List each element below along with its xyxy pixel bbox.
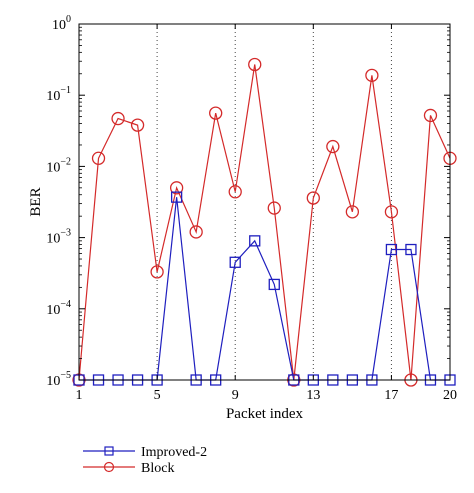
x-tick-label: 9 xyxy=(232,388,239,403)
data-point-square xyxy=(385,243,398,256)
data-point-square xyxy=(229,256,241,268)
series-line xyxy=(78,64,451,381)
legend-marker-circle xyxy=(103,461,115,473)
y-tick-label: 10−1 xyxy=(46,85,71,104)
data-point-circle xyxy=(189,225,203,239)
data-point-square xyxy=(170,191,183,203)
x-axis-label: Packet index xyxy=(226,406,304,422)
legend-label: Block xyxy=(141,461,174,476)
series-line xyxy=(79,197,450,381)
data-point-circle xyxy=(169,181,184,195)
legend-entry: Improved-2 xyxy=(83,445,207,460)
data-point-circle xyxy=(91,151,106,165)
data-point-circle xyxy=(326,139,340,154)
y-tick-label: 10−2 xyxy=(46,156,71,175)
axis-ticks: 1 5 9 13 17 20 10−5 10−4 10−3 10−2 10−1 100 xyxy=(46,14,457,403)
y-tick-label: 100 xyxy=(52,14,71,33)
y-tick-label: 10−4 xyxy=(46,299,71,318)
data-point-square xyxy=(268,278,280,291)
x-tick-label: 5 xyxy=(154,388,161,403)
x-tick-label: 1 xyxy=(76,388,83,403)
data-point-circle xyxy=(209,106,223,120)
x-tick-label: 20 xyxy=(443,388,457,403)
data-point-circle xyxy=(248,57,262,72)
legend-label: Improved-2 xyxy=(141,445,207,460)
vertical-dotted-lines xyxy=(156,24,392,380)
x-tick-label: 13 xyxy=(306,388,320,403)
legend-marker-square xyxy=(104,446,114,456)
series-block xyxy=(72,57,457,387)
data-point-circle xyxy=(306,191,320,205)
plot-frame xyxy=(78,23,451,381)
data-point-circle xyxy=(384,205,399,219)
series-improved-2 xyxy=(73,191,456,386)
data-point-circle xyxy=(228,185,242,199)
data-point-circle xyxy=(111,111,125,126)
series-layer xyxy=(72,57,457,387)
data-point-circle xyxy=(423,108,438,123)
data-point-circle xyxy=(365,68,379,83)
data-point-circle xyxy=(150,265,164,279)
data-point-square xyxy=(405,243,417,256)
data-point-square xyxy=(249,235,261,247)
data-point-circle xyxy=(267,201,281,215)
y-tick-label: 10−3 xyxy=(46,228,71,247)
legend-entry: Block xyxy=(83,461,174,476)
data-point-circle xyxy=(345,205,360,219)
y-axis-label: BER xyxy=(28,187,44,216)
x-tick-label: 17 xyxy=(384,388,398,403)
data-point-circle xyxy=(130,118,145,132)
y-tick-label: 10−5 xyxy=(46,370,71,389)
